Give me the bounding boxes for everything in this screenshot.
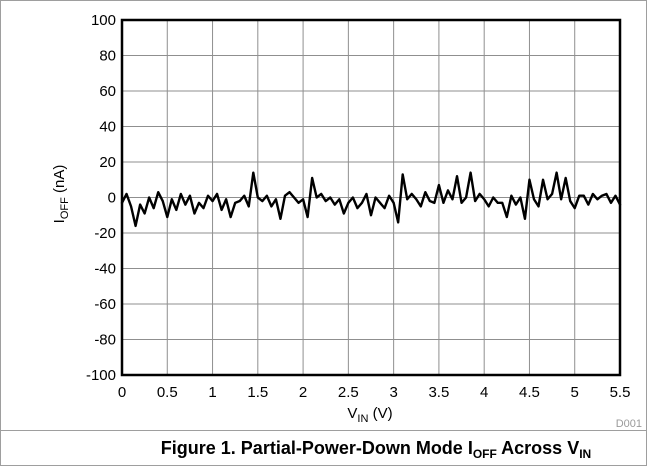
y-axis-title-sub: OFF [59, 197, 71, 219]
y-tick-label: 60 [99, 83, 116, 100]
x-tick-label: 1 [208, 384, 216, 401]
x-tick-label: 4 [480, 384, 488, 401]
x-tick-label: 5 [571, 384, 579, 401]
x-tick-label: 2 [299, 384, 307, 401]
x-tick-labels: 0 0.5 1 1.5 2 2.5 3 3.5 4 4.5 5 5.5 [118, 384, 631, 401]
x-axis-title-main: V [347, 405, 357, 422]
caption-middle: Across V [497, 438, 579, 458]
x-tick-label: 3 [389, 384, 397, 401]
x-tick-label: 1.5 [247, 384, 268, 401]
x-tick-label: 3.5 [428, 384, 449, 401]
caption-sub-2: IN [579, 447, 591, 461]
y-tick-label: -80 [94, 332, 116, 349]
series-line [120, 171, 622, 228]
caption-prefix: Figure 1. Partial-Power-Down Mode I [161, 438, 473, 458]
y-axis-title: IOFF (nA) [51, 165, 71, 224]
x-tick-label: 0.5 [157, 384, 178, 401]
x-axis-title: VIN (V) [347, 405, 392, 425]
y-tick-labels: 100 80 60 40 20 0 -20 -40 -60 -80 -100 [86, 12, 116, 384]
plot-frame [120, 18, 622, 377]
y-tick-label: 80 [99, 48, 116, 65]
figure-divider [0, 430, 647, 431]
y-axis-title-main: I [51, 219, 68, 223]
y-tick-label: -20 [94, 225, 116, 242]
y-axis-title-unit: (nA) [51, 165, 68, 198]
x-tick-label: 0 [118, 384, 126, 401]
y-tick-label: -40 [94, 261, 116, 278]
caption-sub-1: OFF [473, 447, 497, 461]
x-tick-label: 5.5 [610, 384, 631, 401]
x-axis-title-sub: IN [357, 413, 368, 425]
plot-area [120, 18, 622, 377]
y-tick-label: 40 [99, 119, 116, 136]
figure-caption: Figure 1. Partial-Power-Down Mode IOFF A… [161, 438, 591, 461]
figure-id-code: D001 [616, 418, 642, 430]
x-tick-label: 4.5 [519, 384, 540, 401]
y-tick-label: 100 [91, 12, 116, 29]
x-tick-label: 2.5 [338, 384, 359, 401]
y-tick-label: -60 [94, 296, 116, 313]
y-tick-label: 0 [108, 190, 116, 207]
y-tick-label: 20 [99, 154, 116, 171]
x-axis-title-unit: (V) [368, 405, 392, 422]
y-tick-label: -100 [86, 367, 116, 384]
